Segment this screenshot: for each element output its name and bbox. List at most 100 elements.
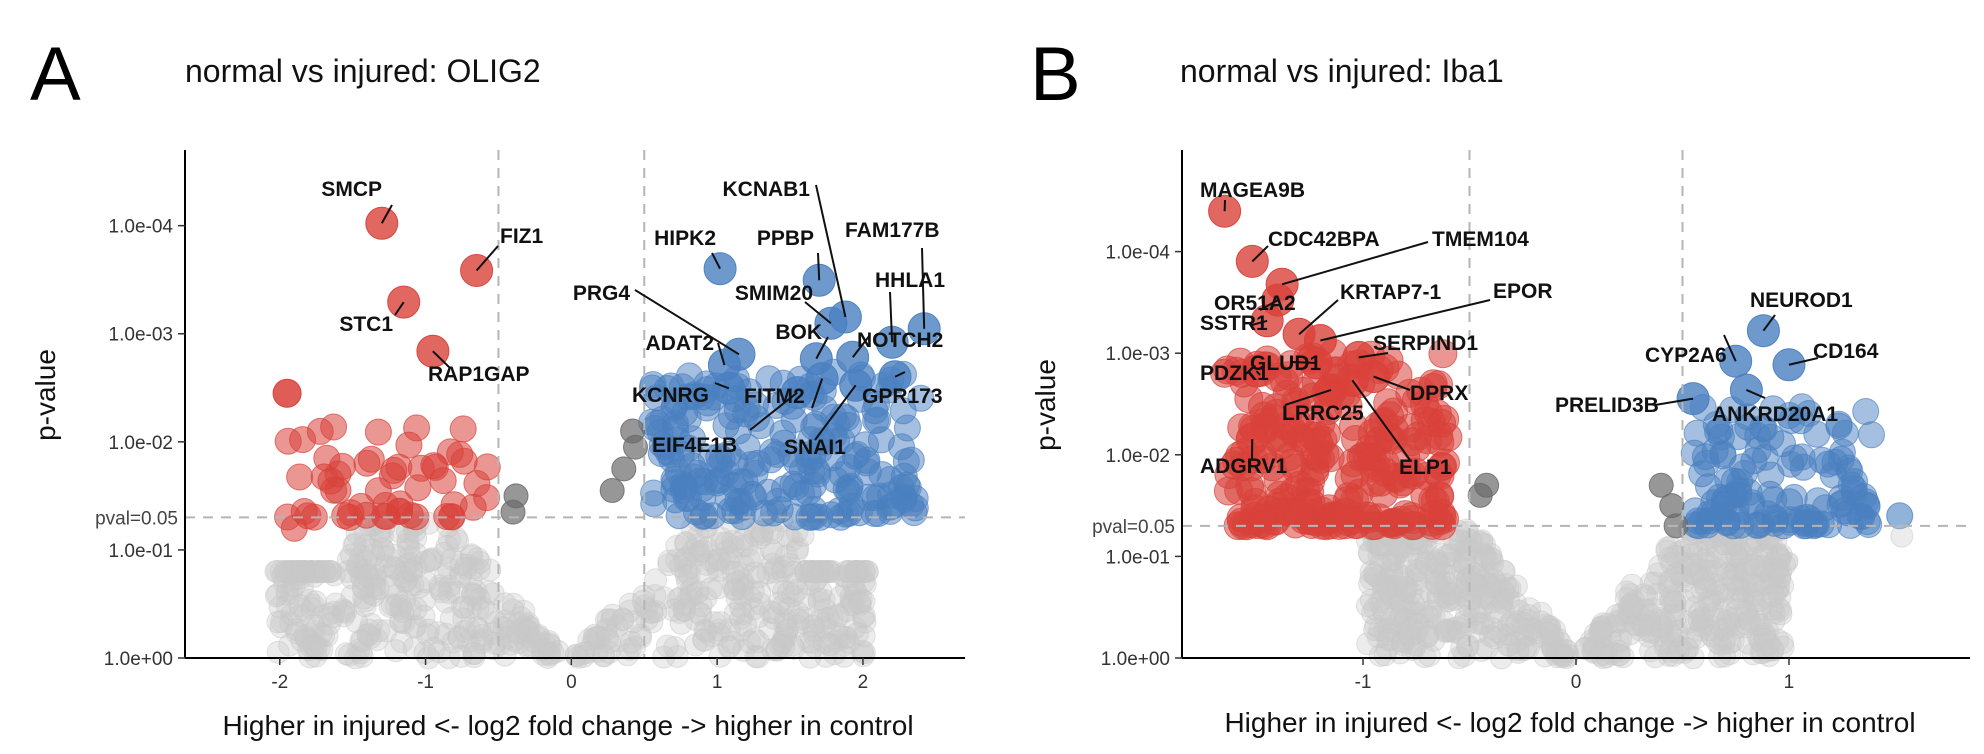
data-point: [1396, 427, 1426, 457]
data-point: [1713, 644, 1737, 668]
data-point: [1518, 597, 1541, 621]
gene-label: TMEM104: [1432, 228, 1529, 251]
data-point: [699, 577, 723, 601]
data-point: [1858, 421, 1885, 449]
gene-label: KRTAP7-1: [1340, 281, 1441, 304]
data-point: [776, 581, 800, 605]
data-point: [473, 453, 501, 481]
gene-label: PRG4: [573, 282, 631, 305]
panel-a-plot: -2 -1 0 1 2 1.0e-04 1.0e-03 1.0e-02 1.0e-01 1.0e+…: [30, 150, 965, 741]
data-point: [747, 605, 771, 628]
data-point: [731, 468, 759, 496]
data-point: [1841, 468, 1869, 496]
threshold-lines: [185, 150, 965, 658]
data-point: [1683, 595, 1707, 619]
gene-label: EPOR: [1493, 280, 1553, 303]
data-point: [350, 629, 374, 653]
gene-label: ADGRV1: [1200, 455, 1287, 478]
panel-a: A normal vs injured: OLIG2: [30, 32, 541, 117]
label-leader-line: [921, 247, 926, 329]
data-point: [538, 642, 561, 666]
data-point: [352, 577, 375, 601]
gene-label: SERPIND1: [1373, 332, 1478, 355]
data-point: [302, 620, 326, 643]
data-point: [1828, 438, 1856, 466]
data-point: [471, 596, 495, 620]
data-point: [437, 581, 461, 604]
gene-label: ANKRD20A1: [1712, 403, 1838, 426]
panel-b-plot: -1 0 1 1.0e-04 1.0e-03 1.0e-02 1.0e-01 1.0e+00 p…: [1030, 150, 1970, 738]
x-tick-label: -1: [417, 672, 434, 693]
data-point: [391, 565, 415, 589]
panel-letter-a: A: [30, 32, 81, 117]
data-point: [473, 484, 501, 512]
points: [264, 206, 941, 670]
data-point: [762, 601, 786, 625]
gene-label: NEUROD1: [1750, 289, 1853, 312]
gene-label: SNAI1: [784, 436, 846, 459]
label-leader-line: [394, 301, 405, 316]
data-point: [785, 579, 809, 602]
gene-label: ADAT2: [646, 332, 714, 355]
data-point: [447, 626, 471, 650]
pval-threshold-label: pval=0.05: [1092, 517, 1175, 538]
label-leader-line: [811, 378, 824, 409]
gene-label: FIZ1: [500, 225, 543, 248]
data-point: [644, 568, 667, 592]
data-point: [802, 634, 826, 658]
gene-label: HIPK2: [654, 227, 716, 250]
data-point: [1757, 423, 1785, 451]
data-point: [700, 624, 724, 648]
gene-label: KCNRG: [632, 384, 709, 407]
data-point: [1727, 579, 1751, 603]
data-point: [419, 548, 443, 572]
label-leader-line: [814, 384, 857, 441]
data-point: [1666, 640, 1690, 664]
data-point: [271, 564, 295, 588]
data-point: [450, 447, 478, 475]
data-point: [813, 598, 837, 622]
y-tick-label: 1.0e-01: [1106, 547, 1170, 568]
data-point: [374, 554, 398, 578]
x-tick-label: -1: [1355, 672, 1372, 693]
data-point: [342, 533, 366, 557]
gene-label: DPRX: [1410, 382, 1468, 405]
data-point: [807, 587, 831, 611]
data-point: [849, 560, 872, 583]
data-point: [1378, 627, 1402, 651]
label-leader-line: [804, 301, 832, 325]
x-tick-label: 2: [858, 672, 869, 693]
data-point: [770, 559, 794, 583]
label-leader-line: [815, 336, 829, 360]
label-leader-line: [717, 342, 726, 366]
data-point: [449, 415, 477, 443]
label-leader-line: [711, 252, 721, 270]
data-point: [599, 478, 625, 503]
gene-label: CD164: [1813, 340, 1879, 363]
data-point: [1533, 644, 1557, 668]
data-point: [598, 630, 621, 654]
gene-label: RAP1GAP: [428, 363, 530, 386]
data-point: [374, 619, 398, 643]
gene-label: NOTCH2: [857, 329, 943, 352]
y-tick-label: 1.0e-04: [1106, 243, 1171, 264]
data-point: [1741, 642, 1765, 666]
x-tick-label: 0: [1571, 672, 1582, 693]
data-point: [1498, 633, 1521, 657]
data-point: [658, 445, 686, 473]
data-point: [742, 627, 766, 651]
data-point: [1413, 645, 1437, 669]
label-leader-line: [894, 371, 906, 378]
data-point: [686, 580, 710, 604]
data-point: [313, 560, 337, 583]
data-point: [274, 427, 302, 455]
data-point: [270, 610, 294, 633]
data-point: [1628, 618, 1652, 642]
data-point: [709, 611, 732, 635]
data-point: [714, 484, 742, 512]
data-point: [352, 586, 376, 610]
gene-label: SSTR1: [1200, 312, 1268, 335]
data-point: [671, 399, 699, 427]
gene-label: STC1: [339, 313, 393, 336]
